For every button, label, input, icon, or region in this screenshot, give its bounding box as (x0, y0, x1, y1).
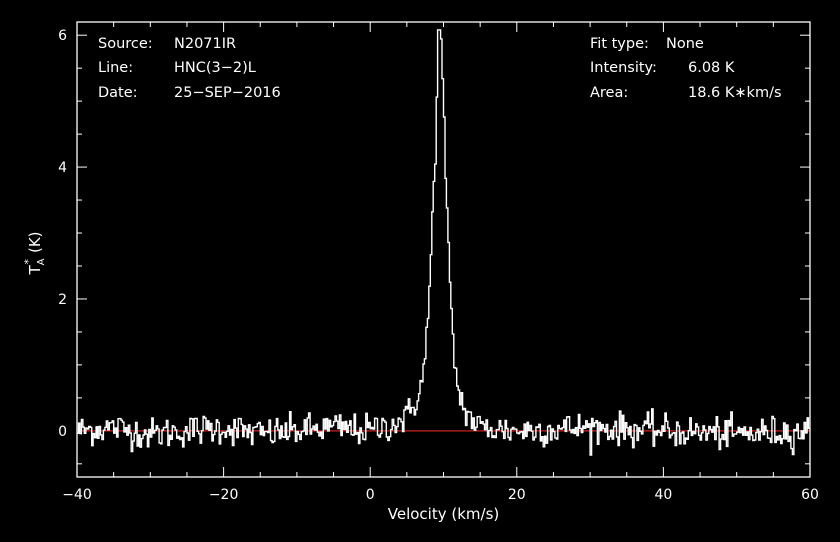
fit-label: Fit type: (590, 36, 649, 52)
x-tick-label: −40 (62, 487, 92, 503)
y-tick-label: 0 (58, 424, 67, 440)
axis-ticks (76, 22, 811, 477)
line-label: Line: (98, 60, 134, 76)
source-value: N2071IR (174, 36, 237, 52)
y-tick-label: 6 (58, 28, 67, 44)
spectrum-line (77, 29, 810, 456)
y-tick-label: 4 (58, 160, 67, 176)
plot-frame (76, 21, 811, 478)
x-tick-label: 60 (801, 487, 819, 503)
date-label: Date: (98, 85, 138, 101)
y-tick-label: 2 (58, 292, 67, 308)
y-tick-labels: 0 2 4 6 (58, 28, 67, 440)
source-label: Source: (98, 36, 153, 52)
date-value: 25−SEP−2016 (174, 85, 281, 101)
area-label: Area: (590, 85, 629, 101)
line-value: HNC(3−2)L (174, 60, 256, 76)
x-tick-label: 40 (654, 487, 672, 503)
x-tick-label: 0 (366, 487, 375, 503)
y-axis-label-sup: * (22, 259, 35, 265)
x-tick-labels: −40 −20 0 20 40 60 (62, 487, 819, 503)
y-axis-label: TA* (K) (22, 231, 47, 275)
x-tick-label: −20 (209, 487, 239, 503)
intensity-label: Intensity: (590, 60, 657, 76)
y-axis-label-unit: (K) (26, 231, 44, 253)
area-value: 18.6 K∗km/s (688, 85, 782, 101)
intensity-value: 6.08 K (688, 60, 735, 76)
fit-value: None (666, 36, 704, 52)
y-axis-label-sub: A (36, 258, 47, 265)
x-axis-label: Velocity (km/s) (388, 505, 499, 523)
y-axis-label-main: T (26, 265, 44, 276)
x-tick-label: 20 (508, 487, 526, 503)
svg-text:TA*(K): TA* (K) (22, 231, 47, 275)
